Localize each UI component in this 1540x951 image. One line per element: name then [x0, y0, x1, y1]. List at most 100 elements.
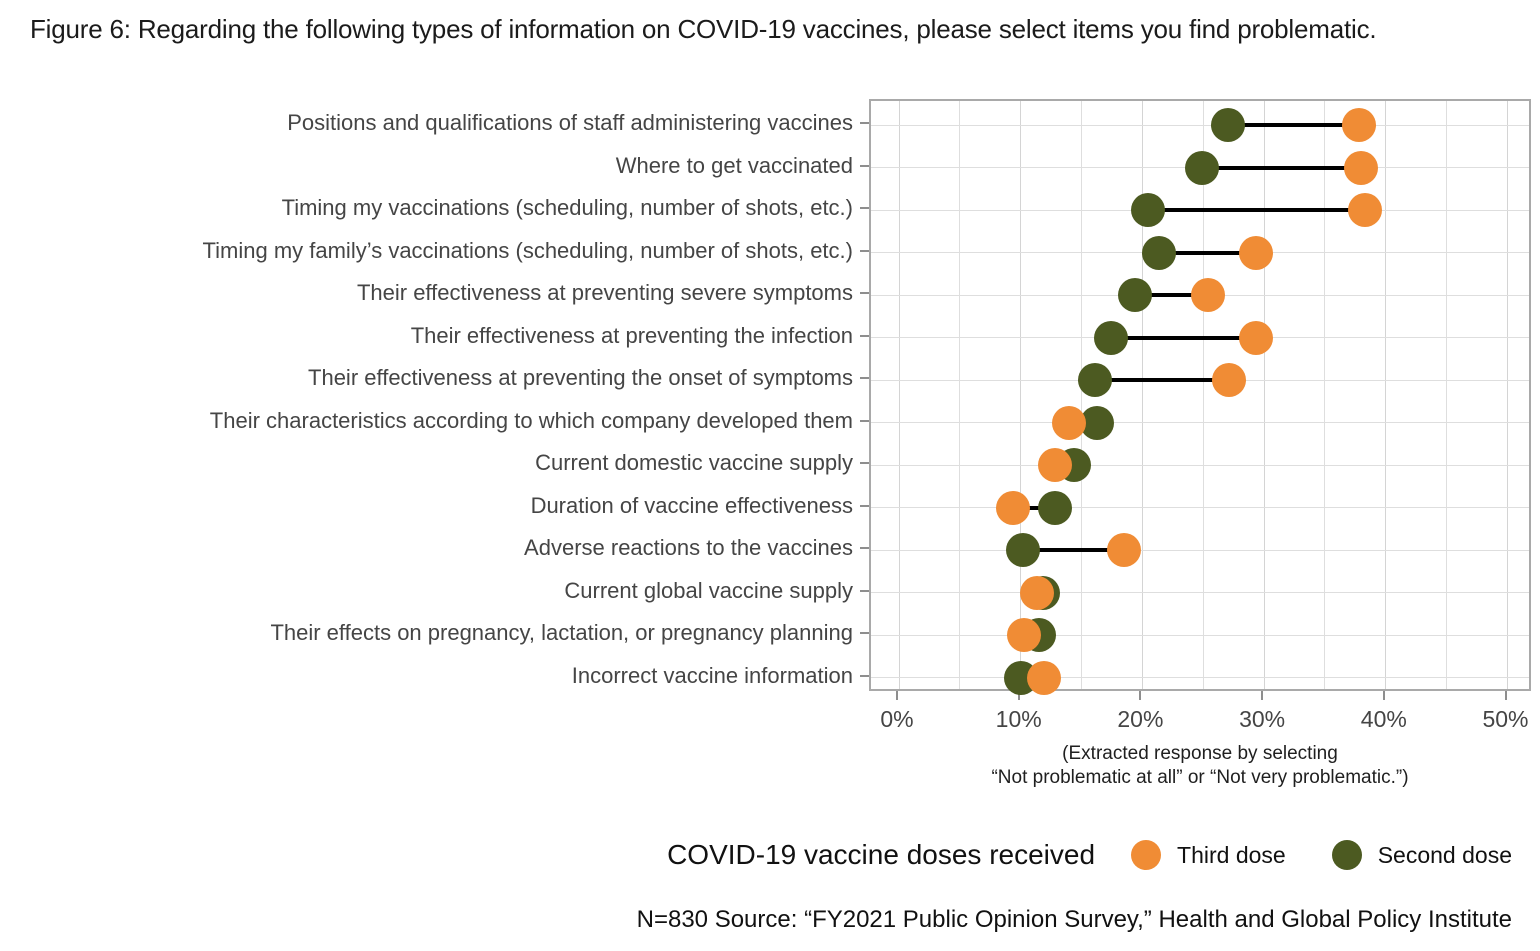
horizontal-gridline	[871, 124, 1529, 126]
vertical-gridline	[1081, 101, 1083, 689]
x-axis-tick	[1382, 691, 1385, 700]
x-axis-tick	[1017, 691, 1020, 700]
y-axis-label: Positions and qualifications of staff ad…	[287, 110, 853, 136]
x-axis-tick	[1261, 691, 1264, 700]
y-axis-label: Current domestic vaccine supply	[535, 450, 853, 476]
legend-label-second-dose: Second dose	[1377, 841, 1512, 868]
x-axis-tick	[1139, 691, 1142, 700]
horizontal-gridline	[871, 592, 1529, 594]
data-point-third-dose	[1238, 320, 1273, 355]
legend-title: COVID-19 vaccine doses received	[667, 839, 1096, 870]
y-axis-tick	[860, 249, 869, 252]
vertical-gridline	[1385, 101, 1387, 689]
plot-panel	[869, 99, 1531, 695]
y-axis-label: Where to get vaccinated	[615, 152, 853, 178]
data-point-second-dose	[1131, 193, 1166, 228]
legend-dot-second-dose	[1331, 840, 1362, 870]
y-axis-tick	[860, 122, 869, 125]
y-axis-tick	[860, 377, 869, 380]
data-point-third-dose	[1019, 575, 1054, 610]
data-point-second-dose	[1006, 533, 1041, 568]
y-axis-tick	[860, 632, 869, 635]
vertical-gridline	[1507, 101, 1508, 689]
y-axis-tick	[860, 547, 869, 550]
data-point-third-dose	[1052, 405, 1087, 440]
x-axis-tick-label: 50%	[1482, 706, 1529, 732]
data-point-third-dose	[996, 490, 1031, 525]
x-axis-caption-line2: “Not problematic at all” or “Not very pr…	[991, 767, 1409, 788]
dumbbell-connector	[1023, 548, 1125, 553]
y-axis-tick	[860, 674, 869, 677]
x-axis-tick	[1504, 691, 1507, 700]
data-point-third-dose	[1348, 193, 1383, 228]
legend-label-third-dose: Third dose	[1177, 841, 1286, 868]
y-axis-label: Their effectiveness at preventing severe…	[356, 280, 853, 306]
data-point-third-dose	[1107, 533, 1142, 568]
data-point-third-dose	[1344, 150, 1379, 185]
vertical-gridline	[1263, 101, 1265, 689]
x-axis-tick-label: 20%	[1117, 706, 1164, 732]
data-point-second-dose	[1077, 363, 1112, 398]
y-axis-label: Timing my vaccinations (scheduling, numb…	[281, 195, 853, 221]
y-axis-tick	[860, 164, 869, 167]
y-axis-label: Adverse reactions to the vaccines	[524, 535, 853, 561]
horizontal-gridline	[871, 634, 1529, 636]
vertical-gridline	[1446, 101, 1448, 689]
y-axis-label: Their effectiveness at preventing the on…	[308, 365, 853, 391]
data-point-third-dose	[1342, 108, 1377, 143]
data-point-third-dose	[1037, 448, 1072, 483]
vertical-gridline	[898, 101, 900, 689]
y-axis-label: Duration of vaccine effectiveness	[530, 492, 853, 518]
y-axis-label: Timing my family’s vaccinations (schedul…	[202, 237, 853, 263]
data-point-second-dose	[1210, 108, 1245, 143]
horizontal-gridline	[871, 677, 1529, 679]
x-axis-tick-label: 30%	[1239, 706, 1286, 732]
x-axis-tick-label: 0%	[880, 706, 914, 732]
dumbbell-connector	[1094, 378, 1229, 383]
dumbbell-connector	[1135, 293, 1209, 298]
vertical-gridline	[1141, 101, 1143, 689]
data-point-second-dose	[1093, 320, 1128, 355]
horizontal-gridline	[871, 549, 1529, 551]
vertical-gridline	[1020, 101, 1022, 689]
x-axis-caption-line1: (Extracted response by selecting	[1062, 743, 1338, 764]
y-axis-tick	[860, 292, 869, 295]
data-point-third-dose	[1026, 660, 1061, 695]
data-point-third-dose	[1238, 235, 1273, 270]
dumbbell-connector	[1227, 123, 1359, 128]
horizontal-gridline	[871, 422, 1529, 424]
y-axis-label: Their effectiveness at preventing the in…	[410, 322, 853, 348]
vertical-gridline	[1202, 101, 1204, 689]
x-axis-caption: (Extracted response by selecting “Not pr…	[869, 742, 1531, 790]
x-axis-tick	[896, 691, 898, 700]
legend: COVID-19 vaccine doses received Third do…	[0, 832, 1512, 878]
y-axis-label: Incorrect vaccine information	[571, 662, 853, 688]
vertical-gridline	[1324, 101, 1326, 689]
data-point-second-dose	[1037, 490, 1072, 525]
y-axis-label: Current global vaccine supply	[564, 577, 853, 603]
data-point-second-dose	[1118, 278, 1153, 313]
figure-title: Figure 6: Regarding the following types …	[30, 14, 1377, 44]
y-axis-tick	[860, 419, 869, 422]
y-axis-tick	[860, 334, 869, 337]
dumbbell-connector	[1013, 505, 1055, 510]
x-axis-tick-label: 10%	[995, 706, 1042, 732]
horizontal-gridline	[871, 507, 1529, 509]
legend-dot-third-dose	[1131, 840, 1162, 870]
y-axis-tick	[860, 462, 869, 465]
y-axis-tick	[860, 207, 869, 210]
y-axis-label: Their effects on pregnancy, lactation, o…	[270, 620, 853, 646]
y-axis-tick	[860, 504, 869, 507]
data-point-second-dose	[1080, 405, 1115, 440]
vertical-gridline	[959, 101, 961, 689]
dumbbell-connector	[1110, 335, 1256, 340]
y-axis-tick	[860, 589, 869, 592]
dumbbell-connector	[1159, 250, 1256, 255]
data-point-second-dose	[1142, 235, 1177, 270]
data-point-third-dose	[1007, 618, 1042, 653]
dumbbell-connector	[1202, 165, 1362, 170]
data-point-second-dose	[1185, 150, 1220, 185]
data-point-third-dose	[1211, 363, 1246, 398]
source-note: N=830 Source: “FY2021 Public Opinion Sur…	[636, 906, 1512, 933]
y-axis-label: Their characteristics according to which…	[209, 407, 853, 433]
